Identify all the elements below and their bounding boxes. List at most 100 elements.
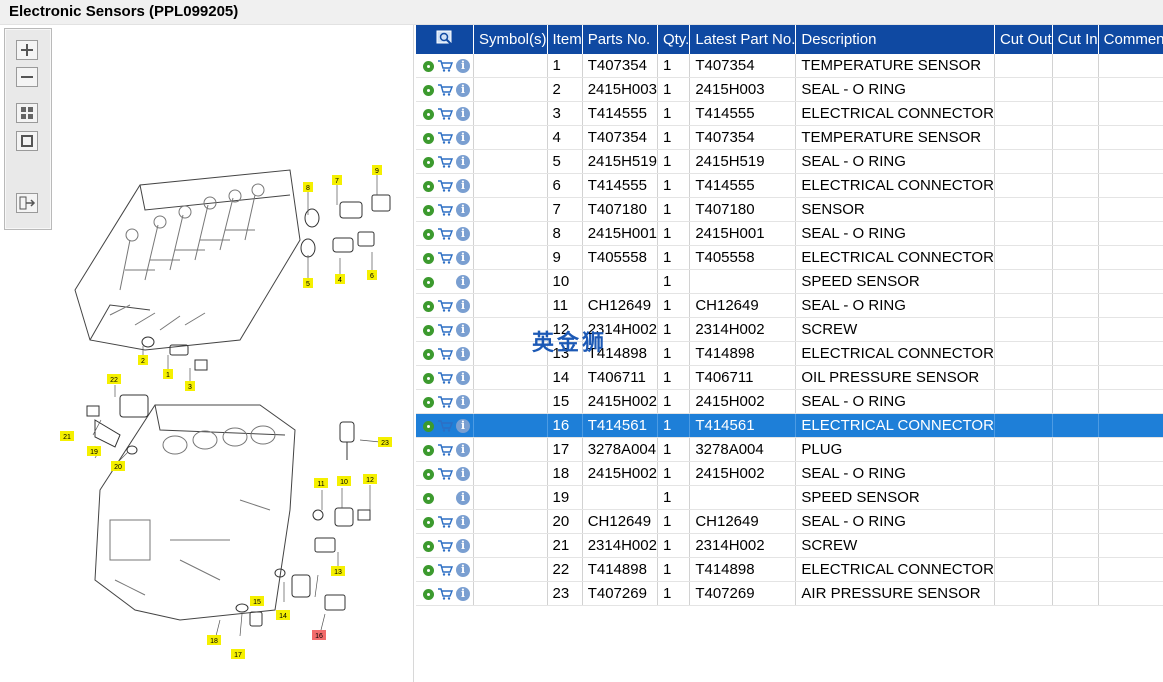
column-header-symbols[interactable]: Symbol(s) [473,25,548,54]
cart-icon[interactable] [437,564,453,576]
info-icon[interactable]: i [456,419,470,434]
column-header-qty[interactable]: Qty. [657,25,691,54]
gear-icon[interactable] [423,516,434,528]
info-icon[interactable]: i [456,467,470,482]
cart-icon[interactable] [437,540,453,552]
info-icon[interactable]: i [456,539,470,554]
table-row[interactable]: i 14 T406711 1 T406711 OIL PRESSURE SENSOR [416,365,1163,390]
callout-14[interactable]: 14 [276,610,290,620]
callout-4[interactable]: 4 [335,274,345,284]
callout-23[interactable]: 23 [378,437,392,447]
gear-icon[interactable] [423,60,434,72]
gear-icon[interactable] [423,108,434,120]
cart-icon[interactable] [437,444,453,456]
gear-icon[interactable] [423,228,434,240]
table-row[interactable]: i 2 2415H003 1 2415H003 SEAL - O RING [416,77,1163,102]
info-icon[interactable]: i [456,347,470,362]
gear-icon[interactable] [423,156,434,168]
table-row[interactable]: i 7 T407180 1 T407180 SENSOR [416,197,1163,222]
cart-icon[interactable] [437,180,453,192]
gear-icon[interactable] [423,276,434,288]
fit-window-button[interactable] [16,103,38,123]
info-icon[interactable]: i [456,131,470,146]
info-icon[interactable]: i [456,275,470,290]
callout-7[interactable]: 7 [332,175,342,185]
table-row[interactable]: i 19 1 SPEED SENSOR [416,485,1163,510]
info-icon[interactable]: i [456,587,470,602]
table-row[interactable]: i 12 2314H002 1 2314H002 SCREW [416,317,1163,342]
table-row[interactable]: i 15 2415H002 1 2415H002 SEAL - O RING [416,389,1163,414]
table-row[interactable]: i 6 T414555 1 T414555 ELECTRICAL CONNECTOR [416,173,1163,198]
table-row[interactable]: i 18 2415H002 1 2415H002 SEAL - O RING [416,461,1163,486]
gear-icon[interactable] [423,588,434,600]
info-icon[interactable]: i [456,491,470,506]
gear-icon[interactable] [423,180,434,192]
callout-8[interactable]: 8 [303,182,313,192]
cart-icon[interactable] [437,324,453,336]
info-icon[interactable]: i [456,371,470,386]
callout-18[interactable]: 18 [207,635,221,645]
info-icon[interactable]: i [456,251,470,266]
zoom-out-button[interactable] [16,67,38,87]
callout-12[interactable]: 12 [363,474,377,484]
table-row[interactable]: i 4 T407354 1 T407354 TEMPERATURE SENSOR [416,125,1163,150]
cart-icon[interactable] [437,468,453,480]
gear-icon[interactable] [423,300,434,312]
info-icon[interactable]: i [456,299,470,314]
cart-icon[interactable] [437,156,453,168]
callout-16[interactable]: 16 [312,630,326,640]
gear-icon[interactable] [423,420,434,432]
table-row[interactable]: i 17 3278A004 1 3278A004 PLUG [416,437,1163,462]
callout-22[interactable]: 22 [107,374,121,384]
gear-icon[interactable] [423,444,434,456]
callout-2[interactable]: 2 [138,355,148,365]
gear-icon[interactable] [423,540,434,552]
table-row[interactable]: i 11 CH12649 1 CH12649 SEAL - O RING [416,293,1163,318]
info-icon[interactable]: i [456,107,470,122]
gear-icon[interactable] [423,372,434,384]
cart-icon[interactable] [437,588,453,600]
gear-icon[interactable] [423,348,434,360]
cart-icon[interactable] [437,420,453,432]
info-icon[interactable]: i [456,179,470,194]
column-header-comment[interactable]: Comment [1098,25,1163,54]
callout-21[interactable]: 21 [60,431,74,441]
info-icon[interactable]: i [456,515,470,530]
gear-icon[interactable] [423,84,434,96]
column-header-parts-no[interactable]: Parts No. [582,25,658,54]
table-row[interactable]: i 10 1 SPEED SENSOR [416,269,1163,294]
info-icon[interactable]: i [456,563,470,578]
diagram-pane[interactable]: 8 7 9 5 4 6 2 1 3 22 21 19 20 23 11 10 1… [0,25,414,682]
table-row[interactable]: i 23 T407269 1 T407269 AIR PRESSURE SENSOR [416,581,1163,606]
table-row[interactable]: i 13 T414898 1 T414898 ELECTRICAL CONNECTOR [416,341,1163,366]
cart-icon[interactable] [437,396,453,408]
cart-icon[interactable] [437,108,453,120]
callout-9[interactable]: 9 [372,165,382,175]
column-header-description[interactable]: Description [795,25,995,54]
info-icon[interactable]: i [456,443,470,458]
callout-5[interactable]: 5 [303,278,313,288]
info-icon[interactable]: i [456,227,470,242]
cart-icon[interactable] [437,348,453,360]
callout-3[interactable]: 3 [185,381,195,391]
export-button[interactable] [16,193,38,213]
gear-icon[interactable] [423,252,434,264]
callout-6[interactable]: 6 [367,270,377,280]
gear-icon[interactable] [423,564,434,576]
table-row[interactable]: i 5 2415H519 1 2415H519 SEAL - O RING [416,149,1163,174]
callout-10[interactable]: 10 [337,476,351,486]
callout-20[interactable]: 20 [111,461,125,471]
gear-icon[interactable] [423,204,434,216]
table-row[interactable]: i 1 T407354 1 T407354 TEMPERATURE SENSOR [416,54,1163,78]
cart-icon[interactable] [437,84,453,96]
gear-icon[interactable] [423,324,434,336]
info-icon[interactable]: i [456,83,470,98]
table-row[interactable]: i 8 2415H001 1 2415H001 SEAL - O RING [416,221,1163,246]
info-icon[interactable]: i [456,203,470,218]
cart-icon[interactable] [437,60,453,72]
gear-icon[interactable] [423,492,434,504]
cart-icon[interactable] [437,252,453,264]
callout-1[interactable]: 1 [163,369,173,379]
info-icon[interactable]: i [456,155,470,170]
gear-icon[interactable] [423,132,434,144]
